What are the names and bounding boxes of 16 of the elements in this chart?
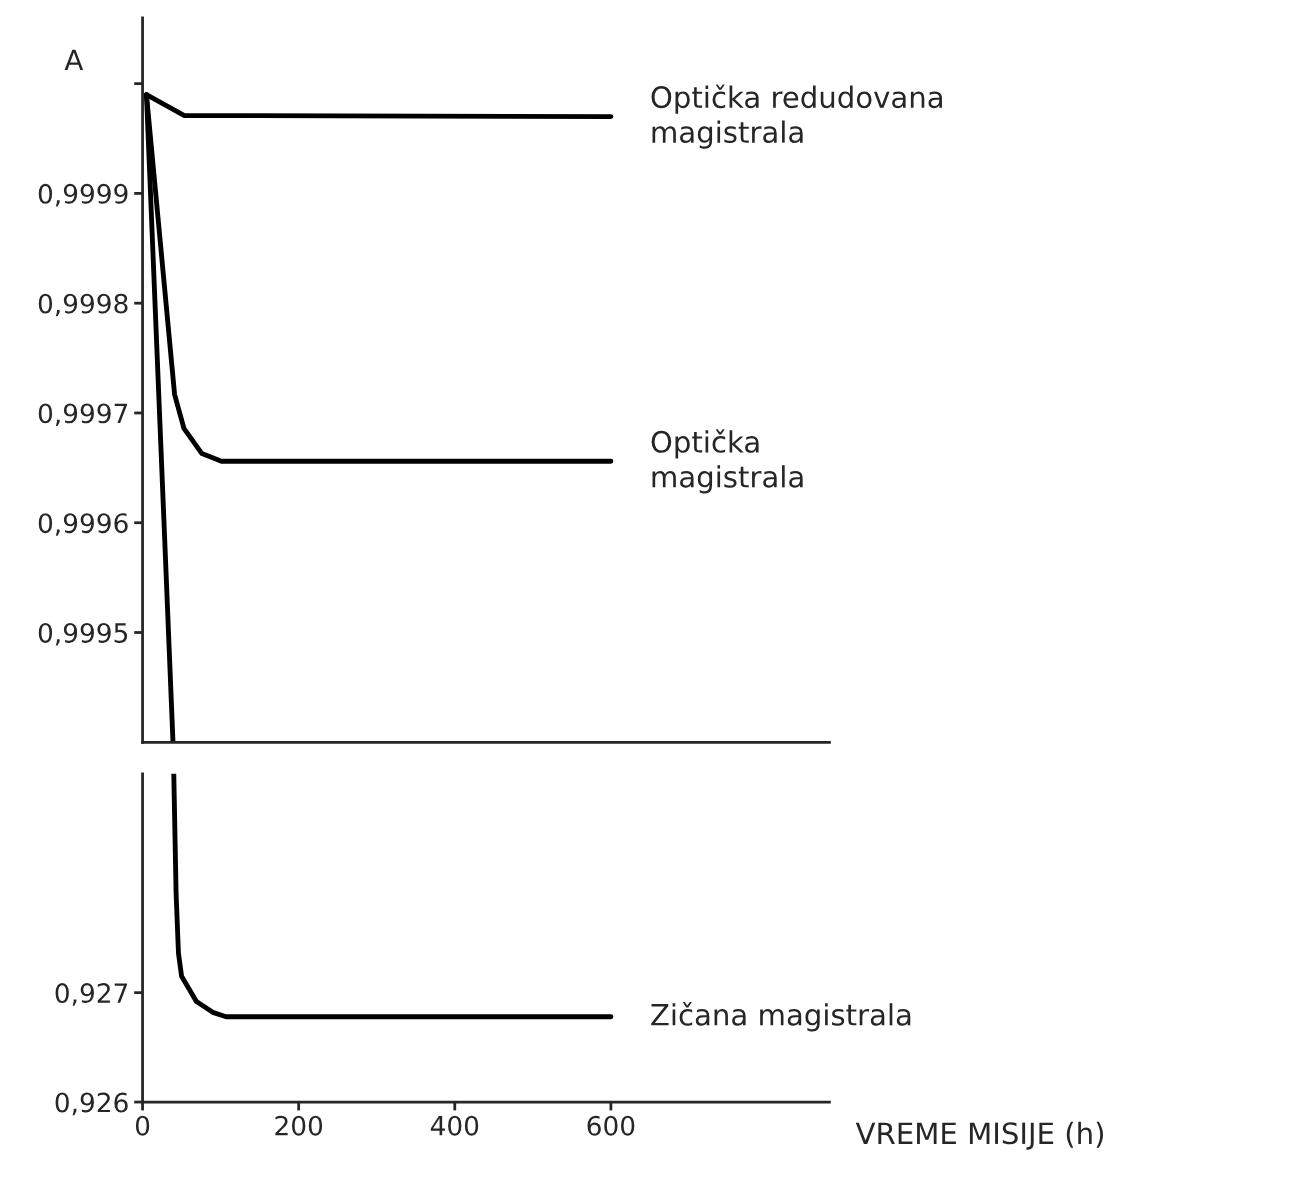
x-axis-title: VREME MISIJE (h) bbox=[855, 1121, 1104, 1150]
y-tick-label: 0,926 bbox=[55, 1092, 128, 1116]
y-tick-label: 0,9998 bbox=[38, 293, 128, 317]
y-axis-title: A bbox=[64, 49, 84, 70]
x-tick-label: 600 bbox=[587, 1115, 635, 1136]
y-tick-label: 0,927 bbox=[55, 983, 128, 1006]
series-label: Zičana magistrala bbox=[651, 1002, 911, 1032]
y-tick-label: 0,9997 bbox=[38, 403, 128, 427]
y-tick-label: 0,9996 bbox=[38, 513, 128, 536]
x-tick-label: 400 bbox=[430, 1115, 479, 1136]
y-tick-label: 0,9999 bbox=[38, 183, 128, 207]
series-label: Optička magistrala bbox=[651, 429, 803, 494]
series-label: Optička redudovana magistrala bbox=[651, 84, 942, 149]
y-tick-label: 0,9995 bbox=[38, 622, 128, 646]
x-tick-label: 0 bbox=[135, 1115, 150, 1136]
x-tick-label: 200 bbox=[275, 1115, 323, 1136]
